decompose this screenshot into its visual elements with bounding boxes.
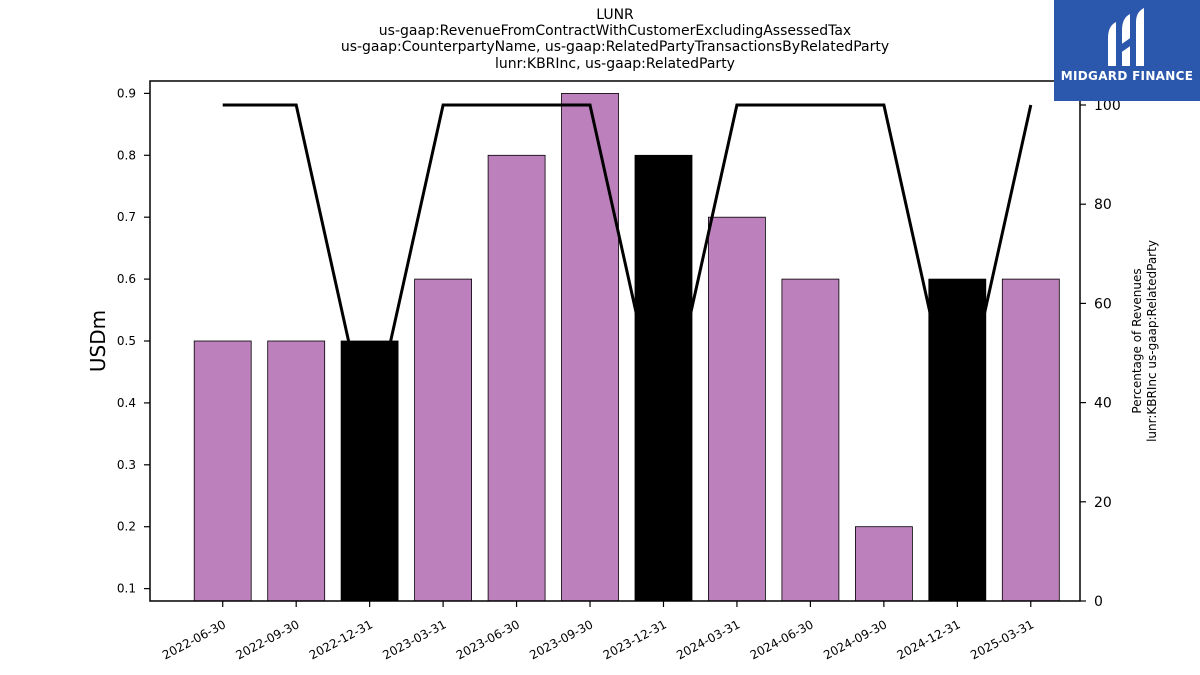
x-tick-label-2025-03-31: 2025-03-31	[968, 617, 1036, 662]
bar-2023-12-31	[634, 154, 693, 602]
y-tick-label-0.3: 0.3	[117, 458, 136, 472]
y2-axis-label-line-1: Percentage of Revenues	[1130, 268, 1144, 413]
y2-tick-label-40: 40	[1094, 396, 1112, 412]
y2-tick-label-60: 60	[1094, 296, 1112, 312]
bar-2023-06-30	[487, 154, 546, 602]
y2-tick-label-100: 100	[1094, 98, 1121, 114]
y-tick-label-0.6: 0.6	[117, 272, 136, 286]
x-tick-label-2023-03-31: 2023-03-31	[380, 617, 448, 662]
logo-text: MIDGARD FINANCE	[1060, 69, 1194, 83]
percentage-line	[222, 103, 1033, 437]
y-tick-label-0.1: 0.1	[117, 582, 136, 596]
y-tick-label-0.2: 0.2	[117, 520, 136, 534]
y2-axis-label-line-2: lunr:KBRInc us-gaap:RelatedParty	[1145, 240, 1159, 442]
bar-2024-09-30	[855, 526, 913, 602]
bar-2023-09-30	[561, 93, 619, 602]
x-tick-label-2024-06-30: 2024-06-30	[748, 617, 816, 662]
y2-tick-label-20: 20	[1094, 495, 1112, 511]
logo-mark-icon	[1108, 8, 1144, 66]
x-tick-label-2024-09-30: 2024-09-30	[821, 617, 889, 662]
bar-2022-06-30	[193, 340, 252, 602]
y-tick-label-0.4: 0.4	[117, 396, 136, 410]
bar-2024-12-31	[928, 278, 987, 602]
x-tick-label-2024-12-31: 2024-12-31	[895, 617, 963, 662]
bar-2024-03-31	[708, 216, 766, 602]
bar-2022-12-31	[340, 340, 399, 602]
line-group	[222, 103, 1033, 437]
bar-2024-06-30	[781, 278, 840, 602]
y-tick-label-0.7: 0.7	[117, 210, 136, 224]
x-tick-label-2022-09-30: 2022-09-30	[233, 617, 301, 662]
bar-2025-03-31	[1001, 278, 1060, 602]
y2-tick-label-80: 80	[1094, 197, 1112, 213]
x-tick-label-2022-06-30: 2022-06-30	[160, 617, 228, 662]
y-tick-label-0.5: 0.5	[117, 334, 136, 348]
bars-group	[193, 93, 1060, 602]
bar-2022-09-30	[267, 340, 326, 602]
x-tick-label-2023-09-30: 2023-09-30	[527, 617, 595, 662]
chart-title-line-1: LUNR	[596, 7, 634, 23]
y2-tick-label-0: 0	[1094, 594, 1103, 610]
x-tick-label-2023-06-30: 2023-06-30	[454, 617, 522, 662]
x-tick-label-2022-12-31: 2022-12-31	[307, 617, 375, 662]
x-tick-label-2024-03-31: 2024-03-31	[674, 617, 742, 662]
y-tick-label-0.8: 0.8	[117, 148, 136, 162]
bar-2023-03-31	[414, 278, 473, 602]
y-tick-label-0.9: 0.9	[117, 86, 136, 100]
x-tick-label-2023-12-31: 2023-12-31	[601, 617, 669, 662]
y-axis-label: USDm	[86, 310, 110, 372]
midgard-finance-logo: MIDGARD FINANCE	[1054, 0, 1200, 101]
chart-title-line-2: us-gaap:RevenueFromContractWithCustomerE…	[378, 23, 852, 39]
chart-title-line-3: us-gaap:CounterpartyName, us-gaap:Relate…	[340, 39, 890, 55]
chart-title-line-4: lunr:KBRInc, us-gaap:RelatedParty	[495, 56, 735, 72]
